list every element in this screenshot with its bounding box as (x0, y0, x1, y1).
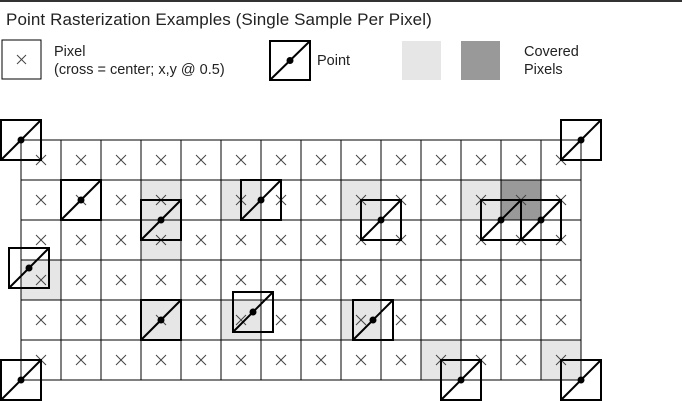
legend-covered-line2: Pixels (524, 62, 563, 78)
point-marker (232, 291, 274, 333)
pixel-center-cross (315, 234, 327, 246)
pixel-center-cross (515, 314, 527, 326)
pixel-center-cross (315, 194, 327, 206)
pixel-center-cross (395, 154, 407, 166)
pixel-center-cross (515, 354, 527, 366)
point-marker (440, 359, 482, 401)
point-marker (0, 359, 42, 401)
legend-pixel-sublabel: (cross = center; x,y @ 0.5) (54, 62, 225, 78)
pixel-center-cross (195, 274, 207, 286)
point-marker (240, 179, 282, 221)
legend-point-icon (269, 40, 311, 81)
pixel-center-cross (35, 274, 47, 286)
pixel-center-cross (315, 354, 327, 366)
pixel-center-cross (35, 194, 47, 206)
pixel-center-cross (75, 234, 87, 246)
pixel-center-cross (315, 314, 327, 326)
pixel-center-cross (395, 314, 407, 326)
legend-covered-dark-swatch (461, 41, 500, 80)
pixel-center-cross (315, 154, 327, 166)
pixel-center-cross (75, 354, 87, 366)
pixel-center-cross (115, 194, 127, 206)
pixel-center-cross (355, 154, 367, 166)
pixel-center-cross (475, 274, 487, 286)
pixel-center-cross (515, 274, 527, 286)
pixel-center-cross (75, 314, 87, 326)
pixel-center-cross (195, 234, 207, 246)
point-marker (560, 359, 602, 401)
legend-pixel-label: Pixel (54, 44, 86, 60)
pixel-center-cross (75, 274, 87, 286)
legend-covered-light-swatch (402, 41, 441, 80)
pixel-center-cross (155, 354, 167, 366)
pixel-center-cross (395, 274, 407, 286)
pixel-center-cross (235, 234, 247, 246)
pixel-center-cross (195, 354, 207, 366)
pixel-center-cross (115, 314, 127, 326)
pixel-center-cross (315, 274, 327, 286)
pixel-center-cross (275, 314, 287, 326)
pixel-center-cross (75, 154, 87, 166)
pixel-center-cross (435, 234, 447, 246)
pixel-center-cross (35, 234, 47, 246)
legend-pixel-icon (1, 39, 42, 80)
pixel-center-cross (115, 154, 127, 166)
pixel-center-cross (155, 274, 167, 286)
pixel-center-cross (475, 314, 487, 326)
pixel-center-cross (435, 154, 447, 166)
pixel-center-cross (35, 314, 47, 326)
pixel-center-cross (195, 194, 207, 206)
pixel-center-cross (235, 274, 247, 286)
point-marker (352, 299, 394, 341)
pixel-center-cross (235, 154, 247, 166)
point-marker (140, 299, 182, 341)
top-rule (0, 0, 682, 2)
pixel-center-cross (555, 314, 567, 326)
pixel-center-cross (355, 354, 367, 366)
pixel-center-cross (195, 314, 207, 326)
pixel-center-cross (275, 274, 287, 286)
point-marker (560, 119, 602, 161)
pixel-center-cross (235, 314, 247, 326)
pixel-center-cross (435, 314, 447, 326)
pixel-center-cross (115, 274, 127, 286)
pixel-center-cross (395, 354, 407, 366)
pixel-center-cross (435, 194, 447, 206)
pixel-center-cross (195, 154, 207, 166)
point-marker (60, 179, 102, 221)
point-marker (360, 199, 402, 241)
pixel-center-cross (275, 354, 287, 366)
pixel-center-cross (155, 154, 167, 166)
point-marker (0, 119, 42, 161)
pixel-center-cross (275, 154, 287, 166)
pixel-center-cross (435, 274, 447, 286)
diagram-title: Point Rasterization Examples (Single Sam… (6, 10, 432, 29)
point-marker (8, 247, 50, 289)
pixel-center-cross (515, 154, 527, 166)
pixel-center-cross (275, 234, 287, 246)
pixel-center-cross (355, 274, 367, 286)
pixel-center-cross (115, 354, 127, 366)
point-marker (520, 199, 562, 241)
pixel-center-cross (235, 354, 247, 366)
pixel-center-cross (355, 314, 367, 326)
legend-point-label: Point (317, 53, 351, 69)
pixel-center-cross (115, 234, 127, 246)
point-marker (140, 199, 182, 241)
pixel-center-cross (475, 154, 487, 166)
legend-covered-line1: Covered (524, 44, 579, 60)
pixel-center-cross (555, 274, 567, 286)
